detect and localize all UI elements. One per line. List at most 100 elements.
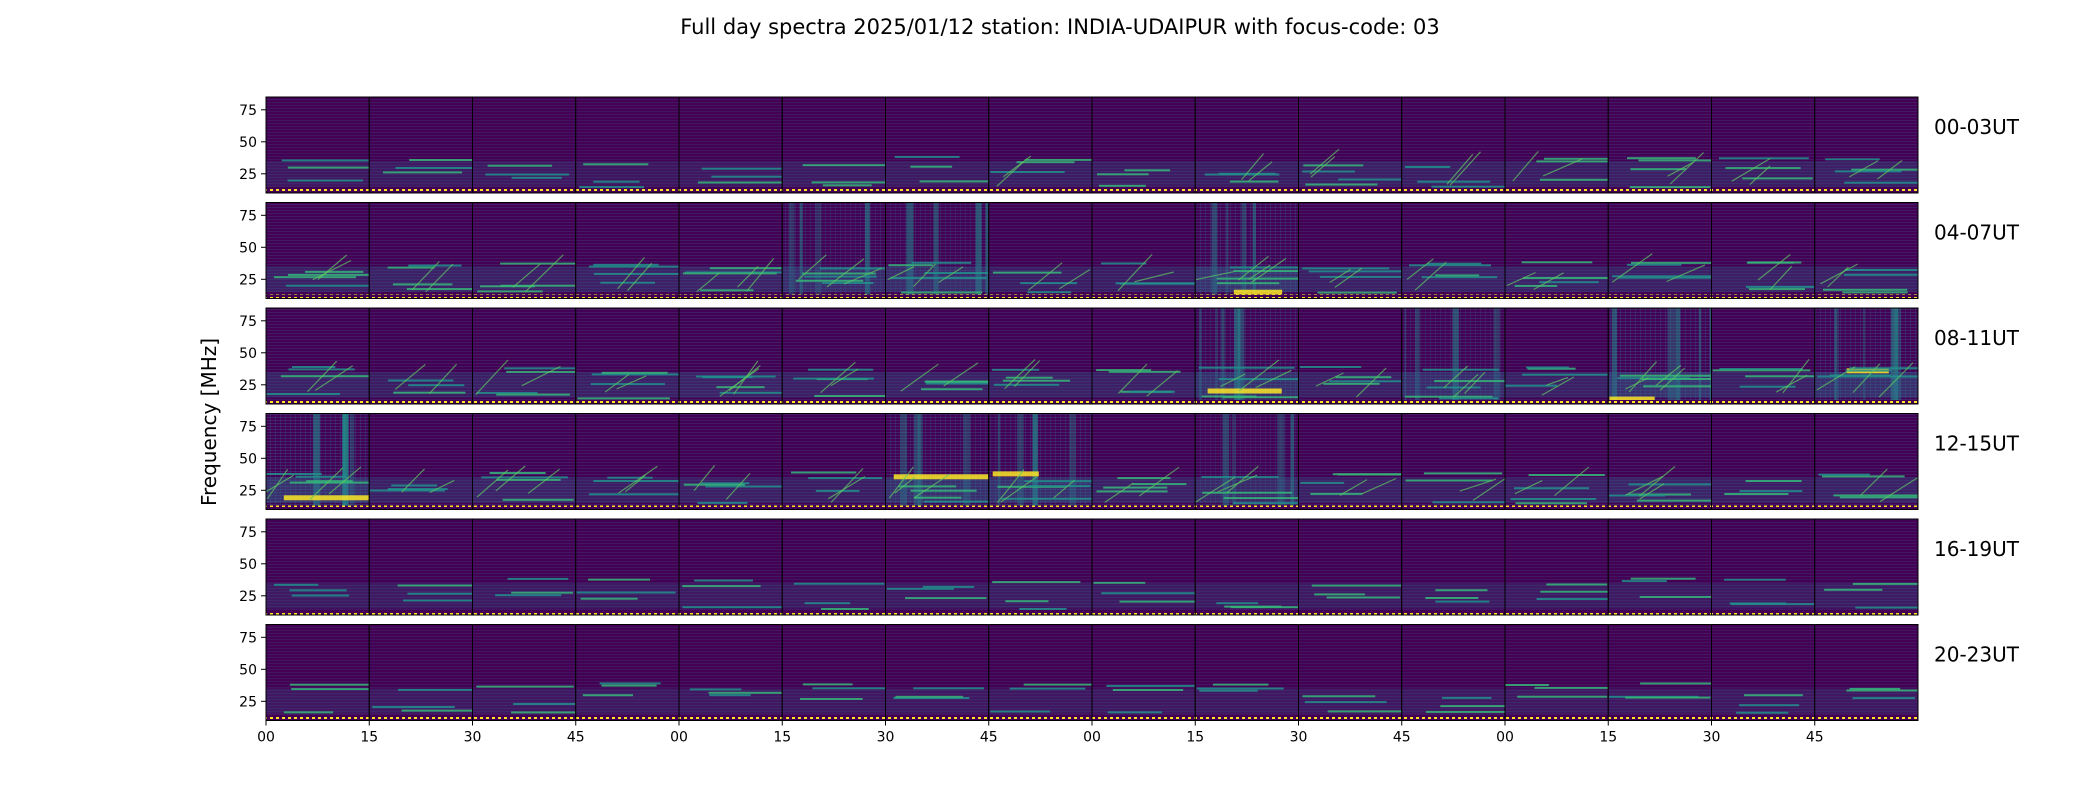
sweep-trace [1775, 374, 1808, 393]
low-freq-band [885, 161, 989, 187]
low-freq-band [1092, 583, 1196, 609]
emission-line [993, 383, 1060, 386]
panel-band-texture [988, 97, 1092, 193]
panel-band-texture [266, 97, 370, 193]
emission-line [1218, 378, 1299, 381]
panel-band-texture [1711, 202, 1815, 299]
emission-line [1852, 697, 1915, 700]
calibration-dots [1814, 716, 1918, 721]
calibration-dots [885, 611, 989, 615]
emission-line [1539, 281, 1599, 284]
emission-line [288, 368, 355, 371]
calibration-dots [1401, 189, 1505, 193]
emission-line [1093, 581, 1146, 584]
emission-line [1746, 285, 1815, 288]
spectrogram-panel [678, 96, 783, 194]
emission-line [487, 164, 553, 167]
x-tick-label: 00 [670, 730, 688, 746]
panel-band-texture [1608, 97, 1712, 193]
low-freq-band [1608, 477, 1712, 504]
emission-line [1719, 157, 1809, 160]
spectrogram-panel [1091, 307, 1196, 405]
sweep-trace [1541, 376, 1575, 396]
panel-stripe-texture [885, 202, 989, 299]
calibration-dots [1092, 505, 1196, 510]
calibration-dots [1814, 505, 1918, 510]
spectrogram-panel [988, 624, 1093, 721]
sweep-trace [1361, 477, 1397, 495]
calibration-dots [885, 505, 989, 510]
spectrogram-panel [1814, 96, 1919, 194]
sweep-trace [696, 272, 720, 293]
emission-line [992, 471, 1039, 477]
emission-line [893, 474, 989, 480]
emission-line [1207, 388, 1282, 394]
emission-line [1302, 695, 1376, 698]
panel-border [1814, 518, 1919, 616]
panel-band-texture [1608, 519, 1712, 615]
emission-line [607, 476, 653, 479]
emission-line [701, 482, 750, 485]
calibration-dots [988, 611, 1092, 615]
calibration-dots [1092, 189, 1196, 193]
spectrogram-panel [988, 202, 1093, 299]
sweep-trace [1666, 264, 1706, 283]
emission-line [719, 391, 783, 394]
emission-line [1314, 593, 1365, 596]
sweep-trace [996, 469, 1025, 503]
calibration-dots [1401, 400, 1505, 404]
emission-line [1103, 486, 1168, 489]
panel-band-texture [1401, 202, 1505, 299]
calibration-dots [782, 716, 886, 721]
emission-line [992, 581, 1081, 584]
emission-line [407, 592, 473, 595]
emission-line [695, 375, 776, 378]
low-freq-band [575, 583, 679, 609]
sweep-trace [627, 262, 653, 292]
calibration-dots [1092, 716, 1196, 721]
emission-line [280, 375, 370, 378]
panel-band-texture [1298, 97, 1402, 193]
spectrogram-panel [1814, 518, 1919, 616]
calibration-dots [1195, 294, 1299, 299]
emission-line [1132, 483, 1187, 486]
calibration-dots [575, 400, 679, 404]
emission-line [890, 277, 987, 279]
calibration-dots [679, 716, 783, 721]
emission-line [1639, 596, 1712, 598]
emission-line [990, 171, 1065, 173]
panel-band-texture [472, 519, 576, 615]
sweep-trace [996, 161, 1025, 187]
emission-line [800, 698, 863, 700]
spectrogram-panel [368, 624, 473, 721]
calibration-dots [988, 294, 1092, 299]
spectrogram-panel [781, 202, 886, 299]
low-freq-band [472, 688, 576, 715]
emission-line [1825, 158, 1880, 161]
sweep-trace [307, 360, 338, 393]
emission-line [1739, 704, 1800, 707]
spectrogram-panel [1194, 518, 1299, 616]
emission-line [406, 288, 473, 291]
emission-line [1746, 261, 1794, 264]
sweep-trace [1877, 160, 1903, 180]
emission-line [1432, 501, 1505, 504]
emission-line [582, 694, 633, 697]
spectrogram-panel [265, 202, 370, 299]
calibration-dots [369, 611, 473, 615]
panel-band-texture [1195, 624, 1299, 721]
x-tick-label: 45 [1806, 730, 1824, 746]
emission-line [1620, 374, 1712, 377]
spectrogram-panel [781, 624, 886, 721]
emission-line [1822, 475, 1905, 478]
sweep-trace [746, 258, 775, 292]
calibration-dots [1814, 611, 1918, 615]
spectrogram-panel [368, 518, 473, 616]
emission-line [1101, 592, 1195, 595]
spectra-row-20-23UT: 75 50 25 20-23UT [239, 624, 2020, 721]
low-freq-band [782, 583, 886, 609]
calibration-dots [885, 189, 989, 193]
sweep-trace [1611, 253, 1653, 283]
low-freq-band [369, 583, 473, 609]
